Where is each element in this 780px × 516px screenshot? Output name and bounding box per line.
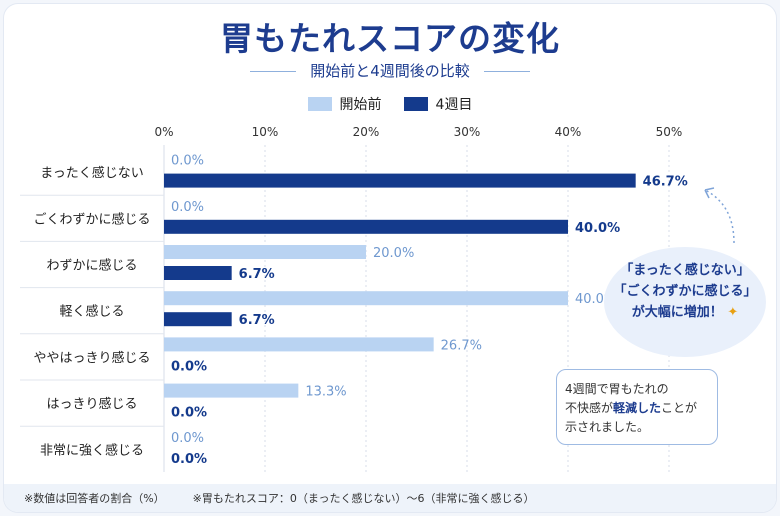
category-label: ごくわずかに感じる xyxy=(33,211,150,227)
legend-label-after: 4週目 xyxy=(435,97,473,113)
legend-item-after: 4週目 xyxy=(403,94,473,114)
note-line-2-post: ことが xyxy=(661,401,698,415)
sparkle-icon: ✦ xyxy=(727,305,739,320)
bar-before xyxy=(164,291,568,306)
category-label: 非常に強く感じる xyxy=(40,442,144,458)
callout-line-2: 「ごくわずかに感じる」 xyxy=(613,284,757,299)
callout-arrowhead xyxy=(704,187,715,199)
x-tick-label: 20% xyxy=(353,125,380,139)
data-label-after: 46.7% xyxy=(643,175,688,190)
callout-arrow xyxy=(704,189,735,244)
footer: ※数値は回答者の割合（%） ※胃もたれスコア：0（まったく感じない）～6（非常に… xyxy=(4,484,776,512)
callout-line-3: が大幅に増加！ ✦ xyxy=(604,302,766,323)
chart-title: 胃もたれスコアの変化 xyxy=(220,19,560,58)
callout-line-1: 「まったく感じない」 xyxy=(620,263,750,278)
data-label-before: 13.3% xyxy=(305,385,346,400)
category-label: わずかに感じる xyxy=(46,258,137,274)
x-tick-label: 0% xyxy=(154,125,173,139)
bar-after xyxy=(164,173,636,188)
x-tick-label: 40% xyxy=(555,125,582,139)
bar-before xyxy=(164,383,299,398)
category-label: はっきり感じる xyxy=(46,396,137,412)
legend-label-before: 開始前 xyxy=(339,97,382,113)
data-label-after: 6.7% xyxy=(239,267,275,282)
data-label-before: 0.0% xyxy=(171,200,204,215)
callout-prefix: が xyxy=(631,305,645,320)
callout-bubble xyxy=(604,247,766,357)
note-line-2: 不快感が軽減したことが xyxy=(565,399,709,418)
note-line-2-pre: 不快感が xyxy=(565,401,614,415)
data-label-after: 6.7% xyxy=(239,313,275,328)
chart-subtitle: 開始前と4週間後の比較 xyxy=(250,60,530,81)
category-label: まったく感じない xyxy=(40,165,143,181)
bar-after xyxy=(164,219,568,234)
x-tick-label: 10% xyxy=(252,125,279,139)
legend-swatch-before xyxy=(307,97,332,111)
legend: 開始前 4週目 xyxy=(0,94,780,114)
note-line-3: 示されました。 xyxy=(565,420,650,434)
x-tick-label: 30% xyxy=(454,125,481,139)
footer-note-right: ※胃もたれスコア：0（まったく感じない）～6（非常に強く感じる） xyxy=(192,492,535,505)
data-label-before: 26.7% xyxy=(441,338,482,353)
data-label-before: 0.0% xyxy=(171,431,204,446)
data-label-after: 0.0% xyxy=(171,452,207,467)
x-tick-label: 50% xyxy=(656,125,683,139)
category-label: ややはっきり感じる xyxy=(33,350,150,366)
data-label-after: 40.0% xyxy=(575,221,620,236)
callout-text: 「まったく感じない」 「ごくわずかに感じる」 が大幅に増加！ ✦ xyxy=(604,260,766,323)
callout-accent: 大幅に増加 xyxy=(644,305,710,320)
bar-after xyxy=(164,266,232,280)
footer-note-left: ※数値は回答者の割合（%） xyxy=(24,492,165,505)
data-label-after: 0.0% xyxy=(171,406,207,421)
bar-before xyxy=(164,245,366,259)
category-label: 軽く感じる xyxy=(59,304,124,320)
legend-swatch-after xyxy=(403,97,428,111)
bar-after xyxy=(164,312,232,327)
data-label-before: 0.0% xyxy=(171,154,204,169)
data-label-after: 0.0% xyxy=(171,359,207,374)
note-emphasis: 軽減した xyxy=(613,401,662,415)
summary-note: 4週間で胃もたれの 不快感が軽減したことが 示されました。 xyxy=(556,369,718,445)
note-line-1: 4週間で胃もたれの xyxy=(565,382,669,396)
bar-before xyxy=(164,337,434,352)
subtitle-row: 開始前と4週間後の比較 xyxy=(0,60,780,81)
data-label-before: 20.0% xyxy=(373,246,414,261)
legend-item-before: 開始前 xyxy=(307,94,382,114)
callout-suffix: ！ xyxy=(709,305,723,320)
